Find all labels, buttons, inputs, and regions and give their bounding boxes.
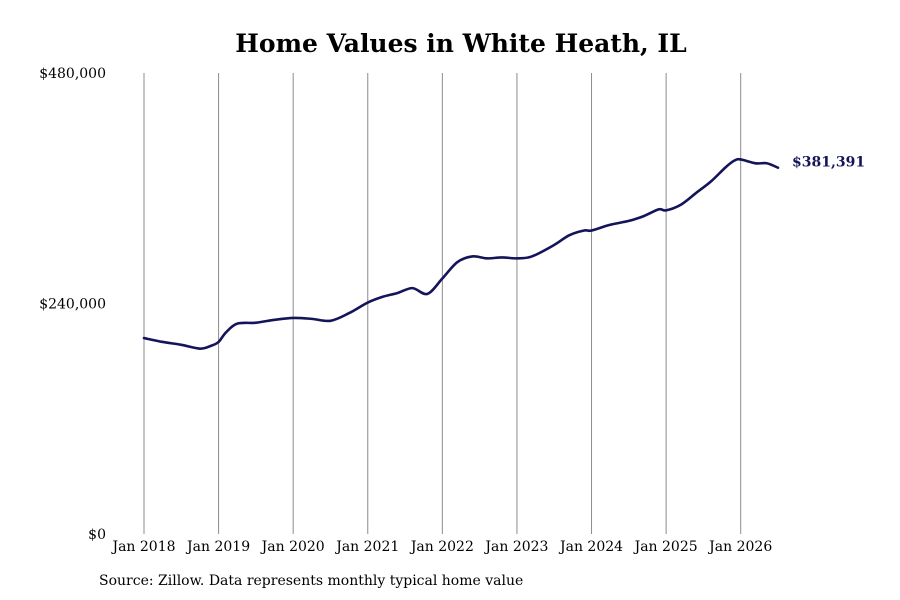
y-axis-tick-labels: $0 $240,000 $480,000 [39,66,106,543]
home-value-line [142,157,780,350]
x-tick-label: Jan 2025 [633,539,698,555]
y-tick-label: $480,000 [39,66,106,82]
x-tick-label: Jan 2023 [483,539,548,555]
vertical-gridlines [143,73,742,534]
x-tick-label: Jan 2019 [185,539,250,555]
chart-title: Home Values in White Heath, IL [235,29,687,58]
x-tick-label: Jan 2020 [260,539,325,555]
source-note: Source: Zillow. Data represents monthly … [99,573,524,589]
x-tick-label: Jan 2018 [110,539,175,555]
x-axis-tick-labels: Jan 2018 Jan 2019 Jan 2020 Jan 2021 Jan 2022… [110,539,772,555]
y-tick-label: $0 [88,527,106,543]
x-tick-label: Jan 2026 [707,539,772,555]
y-tick-label: $240,000 [39,297,106,313]
x-tick-label: Jan 2022 [409,539,474,555]
x-tick-label: Jan 2024 [558,539,623,555]
x-tick-label: Jan 2021 [334,539,399,555]
end-value-label: $381,391 [792,155,865,171]
